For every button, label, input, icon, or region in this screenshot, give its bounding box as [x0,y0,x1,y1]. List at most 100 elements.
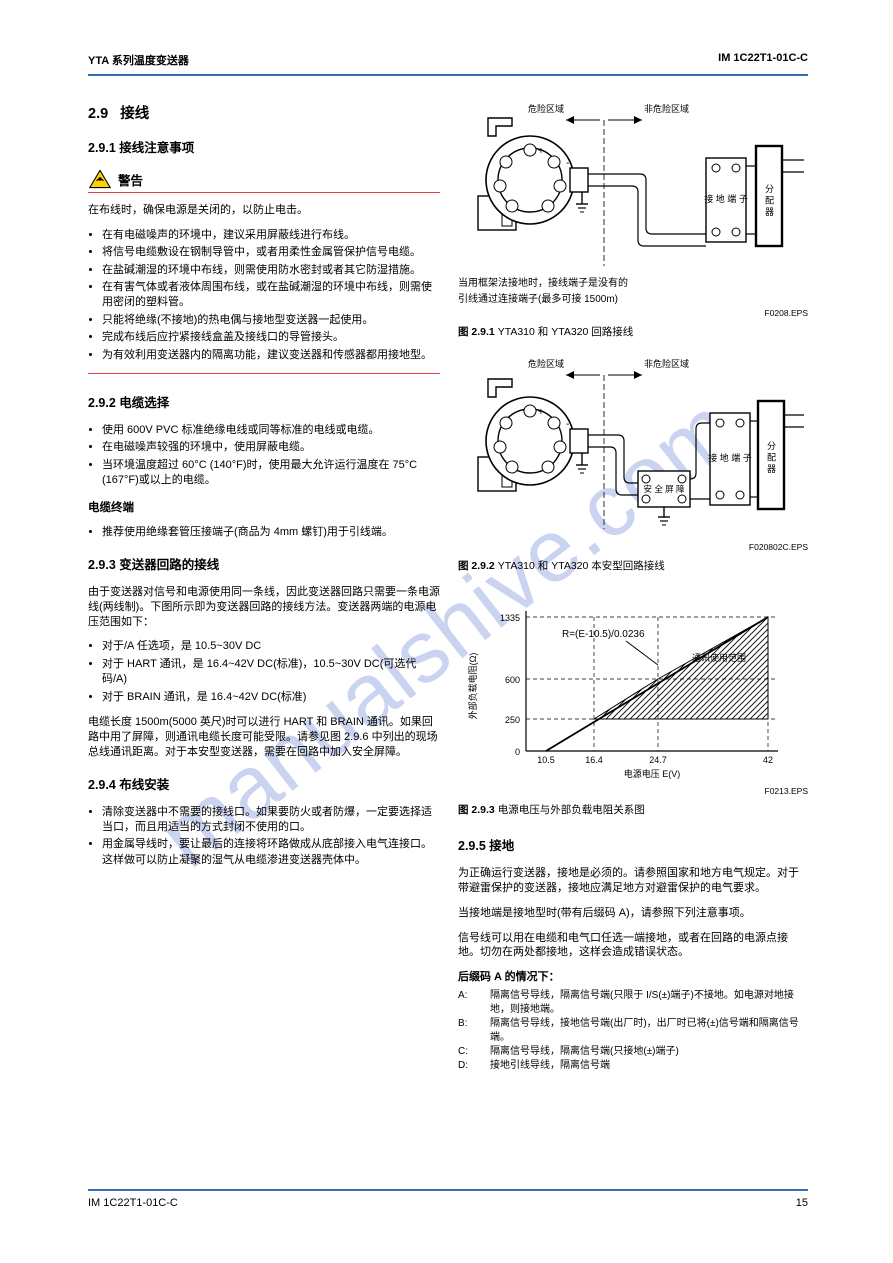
terminal-plus: + [538,146,544,157]
header-left: YTA 系列温度变送器 [88,52,189,68]
list-item: 只能将绝缘(不接地)的热电偶与接地型变送器一起使用。 [102,313,440,328]
label-nonhazardous-b: 非危险区域 [644,358,689,369]
bullets-1: 在有电磁噪声的环境中，建议采用屏蔽线进行布线。 将信号电缆敷设在钢制导管中，或者… [88,228,440,363]
bullets-2a: 使用 600V PVC 标准绝缘电线或同等标准的电线或电缆。 在电磁噪声较强的环… [88,423,440,489]
fig-b-num: 图 2.9.2 [458,560,495,572]
left-column: 2.9 接线 2.9.1 接线注意事项 警告 在布线时，确保电源是关闭的，以防止… [88,102,440,1073]
fig-a-num: 图 2.9.1 [458,326,495,338]
subhead-1: 2.9.1 接线注意事项 [88,137,440,156]
para-5b: 当接地端是接地型时(带有后缀码 A)，请参照下列注意事项。 [458,906,808,921]
svg-text:42: 42 [763,755,773,765]
box-right2: 分 配 器 [764,184,774,216]
safety-barrier-label: 安 全 屏 障 [643,484,685,494]
section-title: 接线 [120,106,149,122]
wiring-diagram-a: 危险区域 非危险区域 [458,102,808,270]
fig-b-caption: 图 2.9.2 YTA310 和 YTA320 本安型回路接线 [458,558,808,573]
header-right: IM 1C22T1-01C-C [718,52,808,68]
warning-icon [88,168,112,190]
right-column: 危险区域 非危险区域 [458,102,808,1073]
terminal-minus: - [566,158,569,169]
list-item: 对于 HART 通讯，是 16.4~42V DC(标准)，10.5~30V DC… [102,657,440,688]
svg-text:250: 250 [505,715,520,725]
page-content: YTA 系列温度变送器 IM 1C22T1-01C-C 2.9 接线 2.9.1… [88,52,808,1073]
svg-text:16.4: 16.4 [585,755,603,765]
fig-a-note-2: 引线通过连接端子(最多可接 1500m) [458,293,808,307]
chart-region-label: 通讯使用范围 [692,652,746,663]
svg-text:0: 0 [515,747,520,757]
code-key: D: [458,1059,490,1073]
code-key: B: [458,1017,490,1045]
list-item: 完成布线后应拧紧接线盒盖及接线口的导管接头。 [102,330,440,345]
list-item: 在有电磁噪声的环境中，建议采用屏蔽线进行布线。 [102,228,440,243]
subhead-4: 2.9.4 布线安装 [88,774,440,793]
list-item: 用金属导线时，要让最后的连接将环路做成从底部接入电气连接口。这样做可以防止凝聚的… [102,837,440,868]
section-heading: 2.9 接线 [88,102,440,123]
list-item: 在电磁噪声较强的环境中，使用屏蔽电缆。 [102,440,440,455]
svg-text:10.5: 10.5 [537,755,555,765]
para-5c: 信号线可以用在电缆和电气口任选一端接地，或者在回路的电源点接地。切勿在两处都接地… [458,931,808,961]
para-5a: 为正确运行变送器，接地是必须的。请参照国家和地方电气规定。对于带避雷保护的变送器… [458,866,808,896]
list-item: 清除变送器中不需要的接线口。如果要防火或者防爆，一定要选择适当口，而且用适当的方… [102,805,440,836]
chart-num: 图 2.9.3 [458,804,495,816]
figure-b: 危险区域 非危险区域 + - [458,357,808,573]
list-item: 当环境温度超过 60°C (140°F)时，使用最大允许运行温度在 75°C (… [102,458,440,489]
box-b-right2: 分 配 器 [766,441,776,473]
fig-b-text: YTA310 和 YTA320 本安型回路接线 [495,560,665,572]
load-resistance-chart: 外部负载电阻(Ω) 电源电压 E(V) 0 250 600 1335 10.5 … [458,591,808,781]
para-3b: 电缆长度 1500m(5000 英尺)时可以进行 HART 和 BRAIN 通讯… [88,715,440,760]
box-right1: 接 地 端 子 [704,193,748,204]
warning-header: 警告 [88,168,440,190]
subhead-3: 2.9.3 变送器回路的接线 [88,554,440,573]
warning-rule-top [88,192,440,193]
list-item: 使用 600V PVC 标准绝缘电线或同等标准的电线或电缆。 [102,423,440,438]
fig-a-text: YTA310 和 YTA320 回路接线 [495,326,634,338]
code-key: C: [458,1045,490,1059]
label-hazardous: 危险区域 [528,103,564,114]
footer-left: IM 1C22T1-01C-C [88,1197,178,1209]
bullets-3: 对于/A 任选项，是 10.5~30V DC 对于 HART 通讯，是 16.4… [88,639,440,705]
fig-a-caption: 图 2.9.1 YTA310 和 YTA320 回路接线 [458,324,808,339]
section-number: 2.9 [88,106,108,122]
bullets-4: 清除变送器中不需要的接线口。如果要防火或者防爆，一定要选择适当口，而且用适当的方… [88,805,440,869]
list-item: 将信号电缆敷设在钢制导管中，或者用柔性金属管保护信号电缆。 [102,245,440,260]
label-nonhazardous: 非危险区域 [644,103,689,114]
warning-rule-bottom [88,373,440,374]
chart-formula: R=(E-10.5)/0.0236 [562,629,645,640]
code-val: 隔离信号导线，隔离信号端(只限于 I/S(±)端子)不接地。如电源对地接地，则接… [490,989,808,1017]
svg-text:-: - [566,419,569,430]
chart-text: 电源电压与外部负载电阻关系图 [495,804,645,816]
chart-caption: 图 2.9.3 电源电压与外部负载电阻关系图 [458,802,808,817]
para-3: 由于变送器对信号和电源使用同一条线，因此变送器回路只需要一条电源线(两线制)。下… [88,585,440,630]
subhead-cable-term: 电缆终端 [88,499,440,515]
fig-b-code: F020802C.EPS [458,542,808,552]
code-val: 隔离信号导线，接地信号端(出厂时)，出厂时已将(±)信号端和隔离信号端。 [490,1017,808,1045]
wiring-diagram-b: 危险区域 非危险区域 + - [458,357,808,537]
label-hazardous-b: 危险区域 [528,358,564,369]
code-val: 隔离信号导线，隔离信号端(只接地(±)端子) [490,1045,679,1059]
chart-xlabel: 电源电压 E(V) [624,768,681,779]
svg-text:+: + [538,407,544,418]
subhead-5: 2.9.5 接地 [458,835,808,854]
fig-a-code: F0208.EPS [458,308,808,318]
footer-right: 15 [796,1197,808,1209]
codes-block: A:隔离信号导线，隔离信号端(只限于 I/S(±)端子)不接地。如电源对地接地，… [458,989,808,1073]
figure-a: 危险区域 非危险区域 [458,102,808,339]
warning-label: 警告 [118,170,143,190]
figure-chart: 外部负载电阻(Ω) 电源电压 E(V) 0 250 600 1335 10.5 … [458,591,808,817]
box-b-right1: 接 地 端 子 [708,452,752,463]
warning-paragraph: 在布线时，确保电源是关闭的，以防止电击。 [88,203,440,218]
bullets-2b: 推荐使用绝缘套管压接端子(商品为 4mm 螺钉)用于引线端。 [88,525,440,540]
code-key: A: [458,989,490,1017]
page-footer: IM 1C22T1-01C-C 15 [88,1189,808,1209]
svg-text:1335: 1335 [500,613,520,623]
code-val: 接地引线导线，隔离信号端 [490,1059,610,1073]
list-item: 对于/A 任选项，是 10.5~30V DC [102,639,440,654]
list-item: 推荐使用绝缘套管压接端子(商品为 4mm 螺钉)用于引线端。 [102,525,440,540]
svg-text:24.7: 24.7 [649,755,667,765]
codes-title: 后缀码 A 的情况下： [458,970,808,985]
subhead-2: 2.9.2 电缆选择 [88,392,440,411]
page-header: YTA 系列温度变送器 IM 1C22T1-01C-C [88,52,808,68]
footer-rule [88,1189,808,1191]
chart-code: F0213.EPS [458,786,808,796]
chart-ylabel: 外部负载电阻(Ω) [467,653,478,720]
